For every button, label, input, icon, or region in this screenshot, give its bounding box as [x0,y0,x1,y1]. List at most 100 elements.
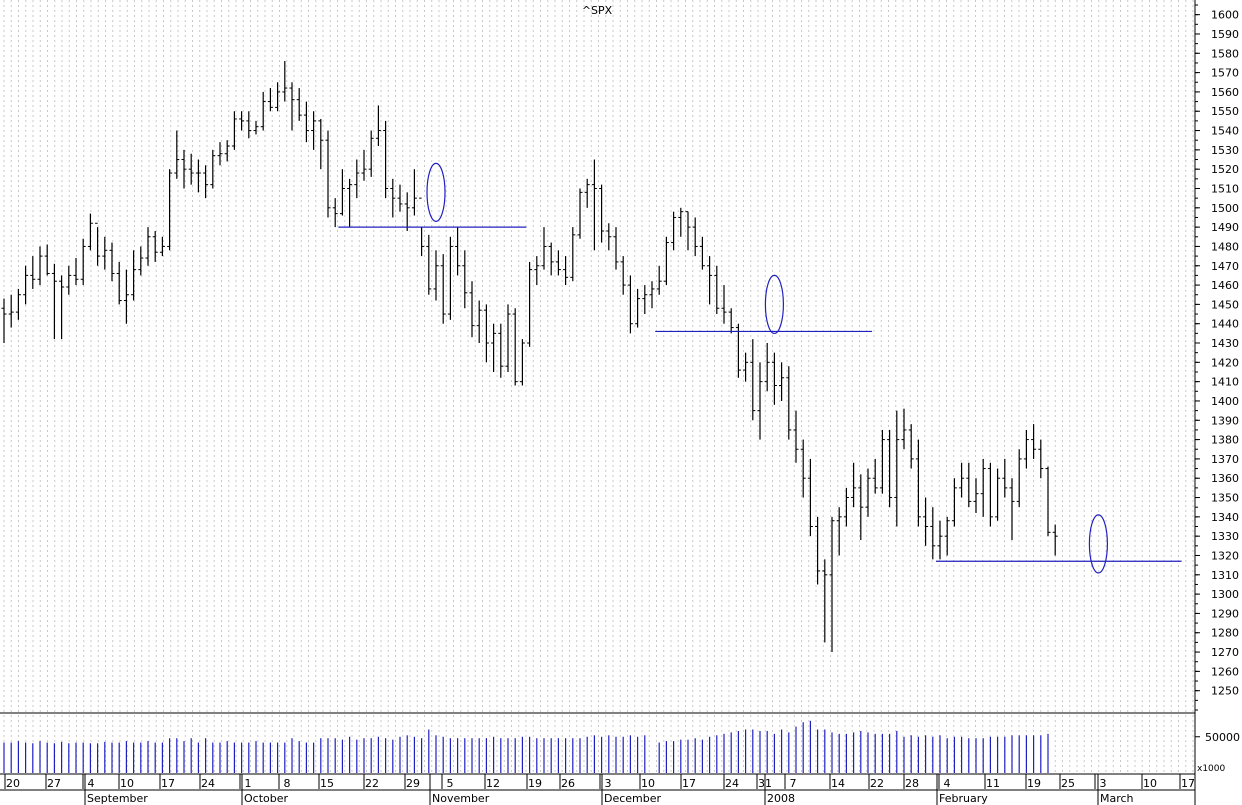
price-tick-label: 1570 [1211,67,1239,80]
day-label: 24 [725,777,739,790]
date-axis: 20 27 4 10 17 24 1 8 15 22 29 5 12 19 26 3 10 17 24 3 1 7 14 22… [0,774,1195,805]
ohlc-bar [145,227,151,266]
ohlc-bar [707,256,713,305]
ohlc-bar [815,516,821,585]
ohlc-bar [375,105,381,146]
ohlc-bar [296,88,302,121]
ohlc-bar [959,462,965,498]
ohlc-bar [267,88,273,112]
price-tick-label: 1460 [1211,279,1239,292]
price-tick-label: 1490 [1211,221,1239,234]
volume-bars [3,720,1049,773]
ohlc-bar [123,269,129,324]
ohlc-bar [563,256,569,286]
ohlc-bar [836,507,842,556]
price-tick-label: 1270 [1211,646,1239,659]
price-tick-label: 1310 [1211,569,1239,582]
ohlc-bar [728,308,734,334]
ohlc-bar [462,250,468,309]
ohlc-bar [764,343,770,392]
ohlc-bar [937,520,943,560]
ohlc-bar [491,323,497,372]
ohlc-bar [1052,524,1058,556]
ohlc-bar [1038,439,1044,479]
price-tick-label: 1500 [1211,202,1239,215]
ohlc-bar [721,285,727,324]
ohlc-bar [1031,424,1037,459]
day-label: 15 [320,777,334,790]
ohlc-bar [649,281,655,309]
day-label: 20 [6,777,20,790]
price-tick-label: 1600 [1211,9,1239,22]
ohlc-bar [901,408,907,450]
ohlc-bar [440,254,446,324]
ohlc-bar [80,238,86,286]
ohlc-bar [455,227,461,276]
ohlc-bar [699,236,705,270]
price-tick-label: 1440 [1211,318,1239,331]
ohlc-bar [584,178,590,208]
ohlc-bar [987,462,993,527]
ohlc-bar [476,300,482,344]
ohlc-bar [188,153,194,185]
ohlc-bar [152,230,158,262]
chart-title: ^SPX [582,4,613,17]
ohlc-bar [620,256,626,295]
ohlc-bar [87,213,93,251]
ohlc-bar [1002,458,1008,498]
ohlc-bar [116,261,122,305]
ohlc-bar [966,462,972,508]
ohlc-bar [368,130,374,177]
day-label: 19 [528,777,542,790]
ohlc-bar [865,468,871,517]
price-tick-label: 1550 [1211,105,1239,118]
day-label: 27 [47,777,61,790]
price-tick-label: 1260 [1211,665,1239,678]
ohlc-bar [51,263,57,340]
ohlc-bar [786,366,792,440]
ohlc-bar [692,217,698,257]
day-label: 10 [641,777,655,790]
ohlc-bar [779,362,785,401]
ohlc-bar [404,192,410,231]
ohlc-bar [231,111,237,150]
price-tick-label: 1330 [1211,530,1239,543]
ohlc-bar [534,256,540,286]
ohlc-bar [167,169,173,251]
day-label: 29 [406,777,420,790]
ohlc-bar [339,169,345,216]
ohlc-bar [44,244,50,276]
day-label: 3 [605,777,612,790]
ohlc-bar [627,275,633,334]
month-label: 2008 [767,792,795,805]
day-label: 5 [447,777,454,790]
ohlc-bar [159,236,165,257]
ohlc-bar [246,111,252,139]
ohlc-bar [354,159,360,199]
ohlc-bar [411,169,417,216]
ohlc-bar [887,429,893,508]
ohlc-bar [527,261,533,347]
ohlc-bar [347,178,353,228]
ohlc-bar [793,410,799,463]
day-label: 1 [245,777,252,790]
price-tick-label: 1540 [1211,125,1239,138]
ohlc-bar [858,474,864,541]
day-label: 3 [1100,777,1107,790]
annotations [338,162,1182,574]
ohlc-bar [930,507,936,560]
ohlc-bar [253,120,259,135]
ohlc-bar [447,236,453,320]
day-label: 19 [1027,777,1041,790]
ohlc-bar [541,227,547,270]
annotation-ellipse [1088,514,1109,574]
ohlc-bar [8,294,14,328]
price-tick-label: 1430 [1211,337,1239,350]
price-tick-label: 1410 [1211,376,1239,389]
ohlc-bar [735,323,741,378]
ohlc-bar [275,82,281,112]
ohlc-bar [656,265,662,295]
price-tick-label: 1590 [1211,28,1239,41]
price-tick-label: 1250 [1211,685,1239,698]
